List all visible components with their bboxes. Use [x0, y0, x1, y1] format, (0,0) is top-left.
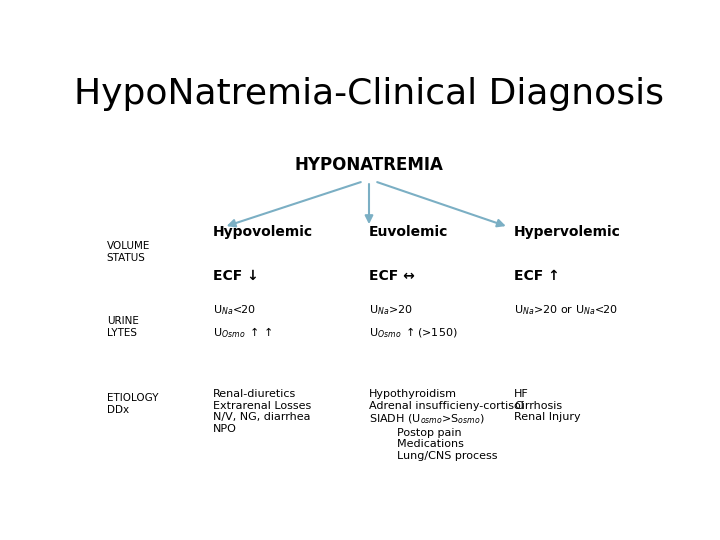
Text: Hypovolemic: Hypovolemic: [213, 225, 313, 239]
Text: Hypothyroidism
Adrenal insufficieny-cortisol
SIADH (U$_{osmo}$>S$_{osmo}$)
     : Hypothyroidism Adrenal insufficieny-cort…: [369, 389, 524, 461]
Text: ECF ↓: ECF ↓: [213, 268, 258, 282]
Text: U$_{Osmo}$ $\uparrow$(>150): U$_{Osmo}$ $\uparrow$(>150): [369, 326, 458, 340]
Text: Renal-diuretics
Extrarenal Losses
N/V, NG, diarrhea
NPO: Renal-diuretics Extrarenal Losses N/V, N…: [213, 389, 311, 434]
Text: ECF ↑: ECF ↑: [514, 268, 560, 282]
Text: Hypervolemic: Hypervolemic: [514, 225, 621, 239]
Text: Euvolemic: Euvolemic: [369, 225, 449, 239]
Text: URINE
LYTES: URINE LYTES: [107, 316, 139, 338]
Text: HF
Cirrhosis
Renal Injury: HF Cirrhosis Renal Injury: [514, 389, 581, 422]
Text: U$_{Na}$>20: U$_{Na}$>20: [369, 303, 413, 317]
Text: U$_{Osmo}$ $\uparrow$$\uparrow$: U$_{Osmo}$ $\uparrow$$\uparrow$: [213, 326, 272, 340]
Text: VOLUME
STATUS: VOLUME STATUS: [107, 241, 150, 262]
Text: HYPONATREMIA: HYPONATREMIA: [294, 156, 444, 173]
Text: ECF ↔: ECF ↔: [369, 268, 415, 282]
Text: U$_{Na}$>20 or U$_{Na}$<20: U$_{Na}$>20 or U$_{Na}$<20: [514, 303, 618, 317]
Text: U$_{Na}$<20: U$_{Na}$<20: [213, 303, 256, 317]
Text: HypoNatremia-Clinical Diagnosis: HypoNatremia-Clinical Diagnosis: [74, 77, 664, 111]
Text: ETIOLOGY
DDx: ETIOLOGY DDx: [107, 393, 158, 415]
